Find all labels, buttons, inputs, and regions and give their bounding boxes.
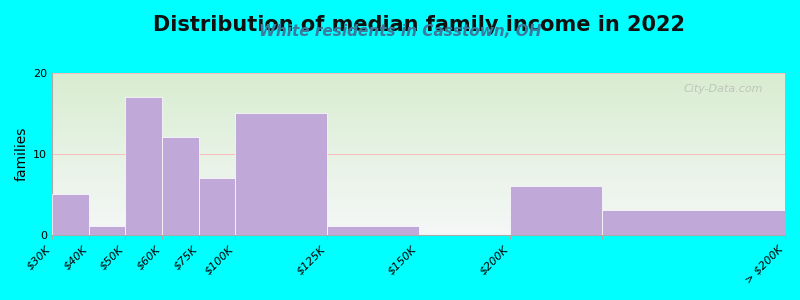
Text: City-Data.com: City-Data.com <box>683 84 763 94</box>
Bar <box>89 226 126 235</box>
Y-axis label: families: families <box>15 126 29 181</box>
Bar <box>162 137 198 235</box>
Bar <box>52 194 89 235</box>
Text: White residents in Casstown, OH: White residents in Casstown, OH <box>258 24 542 39</box>
Bar <box>327 226 418 235</box>
Title: Distribution of median family income in 2022: Distribution of median family income in … <box>153 15 685 35</box>
Bar <box>510 186 602 235</box>
Bar <box>126 97 162 235</box>
Bar <box>602 210 785 235</box>
Bar <box>235 113 327 235</box>
Bar <box>198 178 235 235</box>
